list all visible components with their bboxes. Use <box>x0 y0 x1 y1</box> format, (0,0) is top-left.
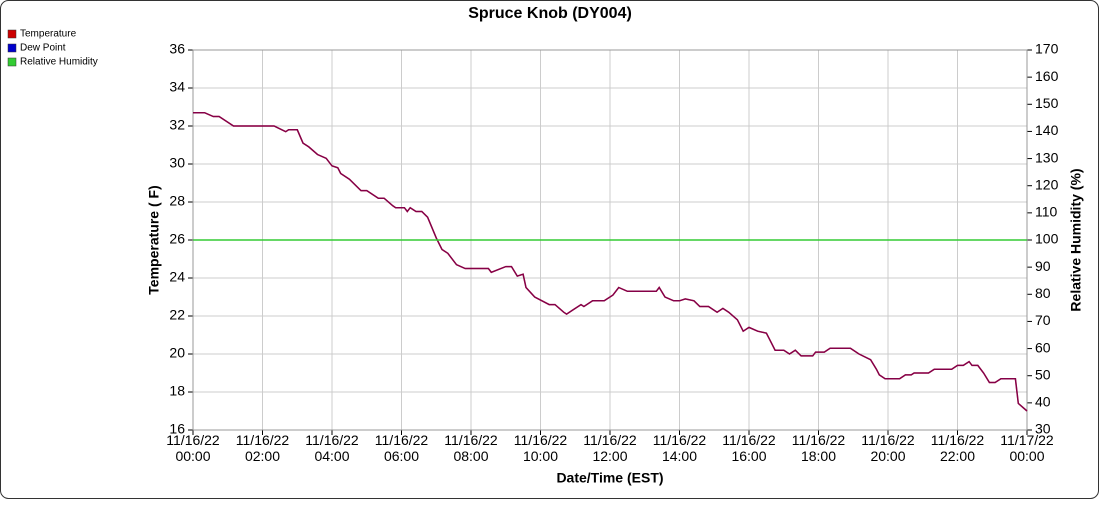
y2-tick-label: 140 <box>1035 122 1059 138</box>
y-tick-label: 24 <box>169 269 185 285</box>
x-tick-label: 11/16/22 16:00 <box>722 432 776 464</box>
x-tick-label: 11/17/22 00:00 <box>1000 432 1054 464</box>
y2-tick-label: 160 <box>1035 68 1059 84</box>
y2-tick-label: 170 <box>1035 41 1059 57</box>
series-line <box>193 111 1028 412</box>
y2-tick-label: 80 <box>1035 285 1051 301</box>
y-tick-label: 26 <box>169 231 185 247</box>
x-tick-label: 11/16/22 08:00 <box>444 432 498 464</box>
y-tick-label: 30 <box>169 155 185 171</box>
x-tick-label: 11/16/22 22:00 <box>931 432 985 464</box>
y2-tick-label: 110 <box>1035 204 1058 220</box>
chart-title: Spruce Knob (DY004) <box>468 5 632 22</box>
legend-label: Temperature <box>20 29 77 40</box>
y-axis-label: Temperature ( F) <box>146 185 162 294</box>
y-tick-label: 34 <box>169 79 185 95</box>
legend-label: Dew Point <box>20 43 66 54</box>
y2-tick-label: 150 <box>1035 95 1059 111</box>
legend-swatch <box>7 29 17 39</box>
y2-tick-label: 30 <box>1035 421 1051 437</box>
legend-swatch <box>7 57 17 67</box>
y2-tick-label: 90 <box>1035 258 1051 274</box>
y-tick-label: 16 <box>169 421 185 437</box>
y-tick-label: 28 <box>169 193 185 209</box>
y2-tick-label: 120 <box>1035 176 1059 192</box>
y-tick-label: 32 <box>169 117 185 133</box>
legend-label: Relative Humidity <box>20 57 98 68</box>
x-tick-label: 11/16/22 14:00 <box>653 432 707 464</box>
y2-tick-label: 70 <box>1035 312 1051 328</box>
y2-tick-label: 130 <box>1035 149 1059 165</box>
x-tick-label: 11/16/22 18:00 <box>792 432 846 464</box>
y2-tick-label: 100 <box>1035 231 1059 247</box>
y-tick-label: 22 <box>169 307 185 323</box>
y2-tick-label: 60 <box>1035 339 1051 355</box>
x-tick-label: 11/16/22 20:00 <box>861 432 915 464</box>
x-tick-label: 11/16/22 06:00 <box>375 432 429 464</box>
x-tick-label: 11/16/22 04:00 <box>305 432 359 464</box>
x-tick-label: 11/16/22 02:00 <box>236 432 290 464</box>
x-tick-label: 11/16/22 12:00 <box>583 432 637 464</box>
x-tick-label: 11/16/22 10:00 <box>514 432 568 464</box>
y-tick-label: 18 <box>169 383 185 399</box>
y2-tick-label: 40 <box>1035 394 1051 410</box>
series-line <box>193 111 1028 412</box>
y-tick-label: 36 <box>169 41 185 57</box>
legend-swatch <box>7 43 17 53</box>
y2-axis-label: Relative Humidity (%) <box>1068 168 1084 311</box>
y2-tick-label: 50 <box>1035 366 1051 382</box>
x-axis-label: Date/Time (EST) <box>556 470 663 486</box>
y-tick-label: 20 <box>169 345 185 361</box>
legend: Temperature Dew Point Relative Humidity <box>7 29 98 68</box>
x-tick-label: 11/16/22 00:00 <box>166 432 220 464</box>
